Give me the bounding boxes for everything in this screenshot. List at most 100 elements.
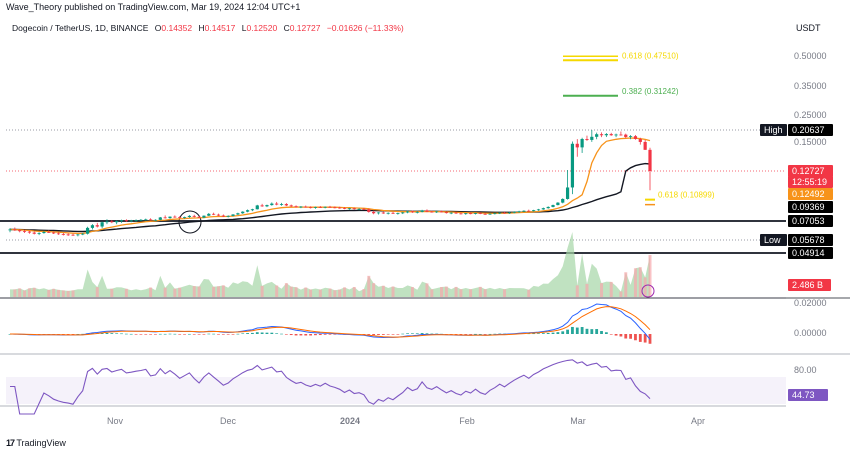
candle bbox=[478, 212, 482, 215]
candle bbox=[158, 216, 162, 221]
macd-hist-bar bbox=[221, 334, 225, 335]
macd-hist-bar bbox=[183, 334, 186, 335]
open-value: 0.14352 bbox=[161, 23, 193, 33]
volume-bar bbox=[619, 291, 623, 297]
macd-hist-bar bbox=[231, 334, 235, 335]
fib-label-2: 0.618 (0.10899) bbox=[658, 191, 715, 200]
candle bbox=[328, 205, 332, 208]
volume-bar bbox=[18, 288, 22, 297]
volume-bar bbox=[333, 290, 337, 297]
candle bbox=[629, 135, 633, 140]
price-tag-value: 0.04914 bbox=[792, 248, 825, 258]
macd-hist-bar bbox=[304, 334, 308, 336]
candle bbox=[507, 212, 511, 214]
candle bbox=[565, 170, 570, 200]
macd-hist-bar bbox=[459, 334, 463, 335]
candle bbox=[585, 135, 589, 141]
macd-hist-bar bbox=[120, 333, 123, 335]
volume-bar bbox=[304, 287, 308, 297]
volume-bar bbox=[124, 288, 128, 297]
macd-hist-bar bbox=[411, 333, 414, 334]
macd-hist-bar bbox=[260, 332, 264, 334]
macd-hist-bar bbox=[91, 332, 94, 334]
macd-hist-bar bbox=[449, 334, 453, 335]
macd-axis-label: 0.00000 bbox=[794, 328, 827, 338]
candle bbox=[401, 211, 405, 215]
volume-bar bbox=[425, 283, 429, 297]
macd-hist-bar bbox=[483, 334, 487, 335]
candle bbox=[532, 209, 536, 212]
macd-hist-bar bbox=[61, 334, 65, 335]
volume-bar bbox=[440, 287, 444, 297]
candle bbox=[56, 232, 61, 235]
macd-hist-bar bbox=[280, 333, 283, 335]
macd-hist-bar bbox=[309, 334, 313, 336]
fib-label-0: 0.618 (0.47510) bbox=[622, 51, 679, 60]
macd-hist-bar bbox=[430, 333, 434, 335]
macd-hist-bar bbox=[251, 332, 254, 334]
price-axis-label: 0.35000 bbox=[794, 81, 827, 91]
candle bbox=[22, 229, 27, 234]
x-axis-label: Feb bbox=[459, 416, 475, 426]
candle bbox=[255, 204, 259, 210]
candle bbox=[609, 132, 613, 136]
x-axis-label: Mar bbox=[570, 416, 586, 426]
candle bbox=[313, 206, 318, 209]
volume-bar bbox=[149, 287, 153, 297]
macd-hist-bar bbox=[105, 332, 109, 334]
candle bbox=[236, 212, 240, 216]
volume-bar bbox=[47, 289, 51, 297]
candle bbox=[309, 206, 313, 209]
candle bbox=[546, 206, 550, 209]
macd-hist-bar bbox=[52, 334, 56, 335]
volume-bar bbox=[459, 289, 463, 297]
macd-hist-bar bbox=[595, 329, 599, 334]
volume-bar bbox=[469, 289, 473, 297]
candle bbox=[454, 211, 458, 214]
volume-bar bbox=[381, 285, 385, 297]
candle bbox=[517, 210, 521, 213]
volume-bar bbox=[13, 289, 17, 297]
macd-hist-bar bbox=[299, 334, 303, 336]
macd-hist-bar bbox=[377, 334, 380, 335]
volume-bar bbox=[173, 288, 177, 297]
macd-hist-bar bbox=[600, 331, 603, 334]
macd-hist-bar bbox=[556, 332, 560, 334]
volume-bar bbox=[61, 290, 65, 297]
candle bbox=[100, 221, 104, 229]
macd-hist-bar bbox=[163, 333, 167, 335]
candle bbox=[459, 212, 463, 215]
symbol-name[interactable]: Dogecoin / TetherUS, 1D, BINANCE bbox=[12, 23, 149, 33]
volume-bar bbox=[212, 286, 216, 297]
macd-hist-bar bbox=[406, 333, 409, 334]
candle bbox=[415, 211, 419, 214]
volume-bar bbox=[338, 289, 342, 297]
currency-selector[interactable]: USDT bbox=[796, 23, 821, 33]
macd-hist-bar bbox=[236, 333, 240, 335]
macd-hist-bar bbox=[173, 333, 177, 335]
candle bbox=[536, 208, 541, 211]
candle bbox=[469, 212, 473, 215]
volume-bar bbox=[260, 285, 264, 297]
macd-hist-bar bbox=[207, 333, 211, 335]
candle bbox=[202, 215, 206, 219]
volume-bar bbox=[110, 288, 114, 297]
annotation-circle bbox=[178, 210, 202, 234]
macd-hist-bar bbox=[551, 332, 555, 334]
price-axis-label: 0.50000 bbox=[794, 51, 827, 61]
price-tag-label: High bbox=[764, 125, 783, 135]
price-tag: 0.07053 bbox=[788, 215, 833, 227]
volume-bar bbox=[648, 255, 652, 297]
candle bbox=[270, 202, 274, 206]
candle bbox=[212, 212, 216, 216]
macd-hist-bar bbox=[566, 329, 569, 334]
volume-bar bbox=[609, 281, 613, 297]
macd-hist-bar bbox=[226, 334, 230, 335]
candle bbox=[376, 212, 381, 215]
candle bbox=[464, 212, 468, 215]
x-axis-label: Nov bbox=[107, 416, 124, 426]
candle bbox=[279, 202, 284, 206]
price-axis-label: 0.25000 bbox=[794, 110, 827, 120]
candle bbox=[502, 211, 507, 214]
